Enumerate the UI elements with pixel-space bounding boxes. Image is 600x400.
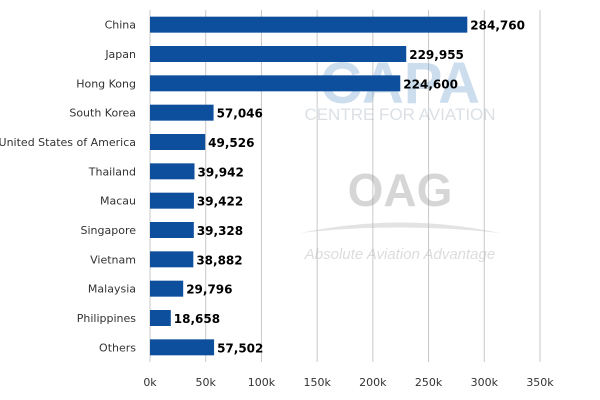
category-label: Macau — [100, 195, 136, 208]
oag-swoosh-icon — [300, 222, 500, 233]
oag-logo-text: OAG — [348, 164, 453, 216]
bar — [150, 75, 401, 92]
value-label: 49,526 — [208, 136, 254, 150]
gridlines — [149, 10, 541, 362]
bar — [150, 46, 407, 62]
x-axis-ticks: 0k 50k 100k 150k 200k 250k 300k 350k — [143, 376, 554, 389]
category-label: Japan — [104, 48, 136, 61]
x-tick-label: 250k — [415, 376, 443, 389]
oag-tagline-text: Absolute Aviation Advantage — [304, 246, 495, 263]
bar — [150, 339, 215, 356]
value-label: 284,760 — [470, 19, 525, 33]
category-label: China — [105, 19, 136, 32]
x-tick-label: 200k — [359, 376, 387, 389]
category-label: Hong Kong — [76, 77, 136, 90]
bar — [150, 251, 194, 268]
value-label: 39,328 — [197, 224, 243, 238]
bar — [150, 104, 214, 121]
value-label: 57,046 — [217, 107, 263, 121]
category-label: Vietnam — [90, 253, 136, 266]
category-label: Malaysia — [88, 283, 136, 296]
value-label: 57,502 — [217, 341, 263, 355]
bar — [150, 222, 194, 238]
category-labels: China Japan Hong Kong South Korea United Sta… — [0, 19, 136, 355]
bar — [150, 134, 206, 150]
category-label: Philippines — [77, 312, 137, 325]
bar — [150, 280, 184, 297]
bar — [150, 192, 194, 209]
value-labels: 284,760 229,955 224,600 57,046 49,526 39,942 3… — [174, 19, 525, 356]
capa-subtitle-text: CENTRE FOR AVIATION — [304, 105, 495, 124]
category-label: Thailand — [88, 165, 136, 178]
value-label: 29,796 — [186, 283, 232, 297]
bar — [150, 163, 195, 180]
value-label: 224,600 — [403, 77, 458, 91]
x-tick-label: 100k — [248, 376, 276, 389]
x-tick-label: 300k — [471, 376, 499, 389]
oag-watermark: OAG Absolute Aviation Advantage — [300, 164, 500, 263]
bars — [150, 16, 468, 356]
x-tick-label: 0k — [143, 376, 157, 389]
value-label: 39,422 — [197, 195, 243, 209]
category-label: Singapore — [81, 224, 137, 237]
value-label: 39,942 — [198, 165, 244, 179]
value-label: 38,882 — [196, 253, 242, 267]
category-label: South Korea — [69, 107, 136, 120]
bar — [150, 16, 468, 33]
x-tick-label: 150k — [303, 376, 331, 389]
value-label: 229,955 — [409, 48, 464, 62]
value-label: 18,658 — [174, 312, 220, 326]
bar — [150, 310, 171, 326]
category-label: Others — [99, 341, 136, 354]
category-label: United States of America — [0, 136, 136, 149]
x-tick-label: 50k — [196, 376, 217, 389]
x-tick-label: 350k — [526, 376, 554, 389]
